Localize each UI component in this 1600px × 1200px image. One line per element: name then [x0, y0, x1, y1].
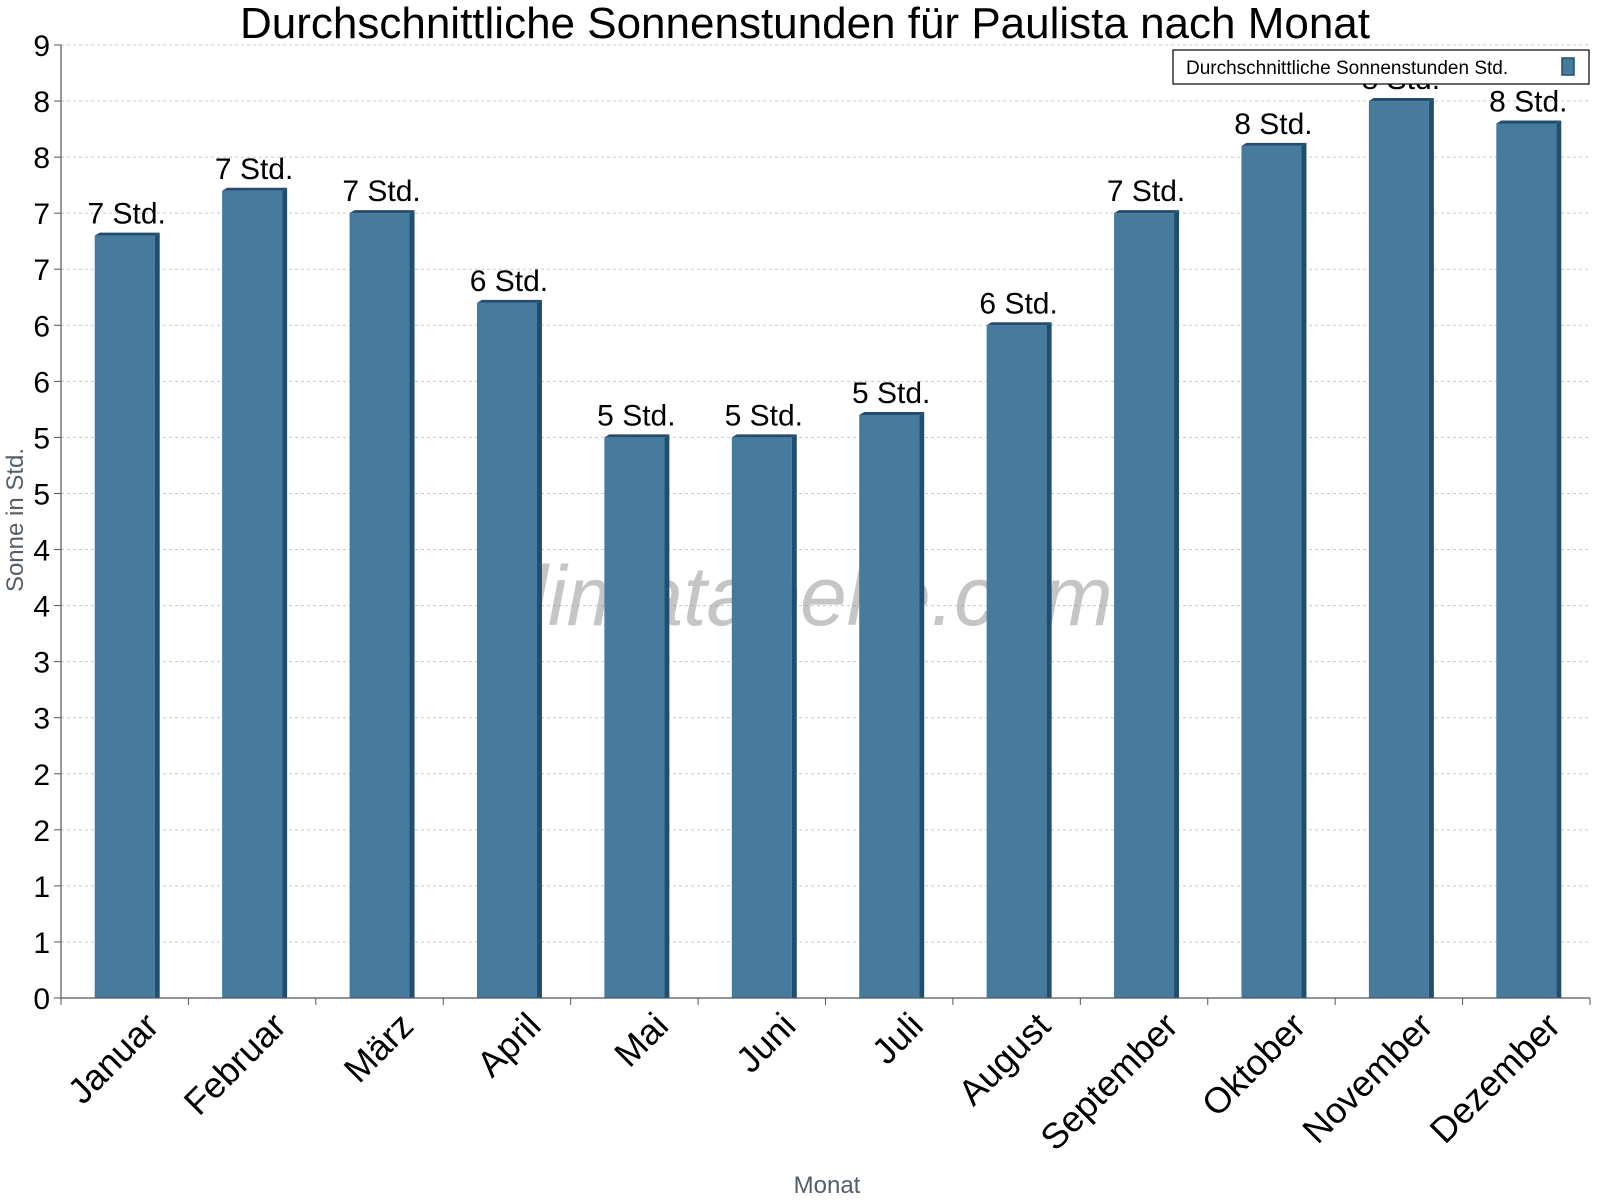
grid-lines [61, 44, 1590, 943]
bar [986, 325, 1047, 998]
bar [859, 414, 920, 998]
bars [94, 98, 1562, 999]
x-tick-label: März [336, 1005, 422, 1091]
x-tick-label: Februar [176, 1005, 294, 1123]
x-tick-label: Oktober [1194, 1005, 1314, 1125]
bar-top [986, 322, 1052, 326]
x-tick-label: Juni [728, 1005, 804, 1081]
legend-box [1172, 49, 1590, 85]
bar-side [1428, 98, 1434, 998]
y-tick-label: 3 [33, 647, 50, 680]
y-axis-label: Sonne in Std. [2, 448, 29, 592]
legend-label: Durchschnittliche Sonnenstunden Std. [1186, 58, 1508, 79]
bar-top [94, 232, 160, 236]
y-tick-label: 6 [33, 366, 50, 399]
bar [604, 437, 665, 999]
bar [1114, 213, 1175, 999]
data-label: 6 Std. [979, 287, 1057, 320]
bar-top [1368, 98, 1434, 102]
data-label: 7 Std. [342, 175, 420, 208]
y-tick-label: 4 [33, 591, 50, 624]
x-tick-label: Juli [864, 1005, 931, 1072]
x-tick-label: Dezember [1422, 1005, 1568, 1151]
y-tick-label: 4 [33, 535, 50, 568]
bar-top [1496, 120, 1562, 124]
data-labels: 7 Std. 7 Std. 7 Std. 6 Std. 5 Std. 5 Std. 5 St… [88, 63, 1568, 432]
x-tick-label: Mai [606, 1005, 676, 1075]
bar [476, 302, 537, 998]
x-tick-label: September [1032, 1005, 1186, 1159]
bar-top [859, 411, 925, 415]
bar-top [1114, 210, 1180, 214]
legend-swatch [1561, 57, 1575, 76]
bar [349, 213, 410, 999]
y-tick-label: 5 [33, 478, 50, 511]
x-tick-label: Januar [60, 1005, 167, 1112]
bar [222, 190, 283, 999]
y-tick-label: 8 [33, 142, 50, 175]
y-tick-label: 2 [33, 815, 50, 848]
y-tick-label: 8 [33, 86, 50, 119]
bar-side [1174, 210, 1180, 999]
bar-top [1241, 142, 1307, 146]
data-label: 8 Std. [1234, 108, 1312, 141]
bar-side [919, 411, 925, 998]
bar [1496, 123, 1557, 998]
y-tick-label: 7 [33, 198, 50, 231]
bar-top [731, 434, 797, 438]
data-label: 5 Std. [597, 399, 675, 432]
bar-top [349, 210, 415, 214]
data-label: 7 Std. [215, 153, 293, 186]
data-label: 5 Std. [852, 377, 930, 410]
data-label: 8 Std. [1489, 85, 1567, 118]
y-tick-label: 3 [33, 703, 50, 736]
bar [94, 235, 155, 999]
bar [731, 437, 792, 999]
data-label: 5 Std. [725, 399, 803, 432]
bar-side [1556, 120, 1562, 998]
data-label: 7 Std. [88, 198, 166, 231]
bar-top [476, 299, 542, 303]
y-tick-label: 0 [33, 983, 50, 1016]
y-tick-label: 5 [33, 422, 50, 455]
x-axis-label: Monat [794, 1172, 861, 1199]
x-tick-label: August [950, 1005, 1058, 1113]
y-tick-label: 9 [33, 30, 50, 63]
bar-side [536, 299, 542, 998]
y-tick-label: 7 [33, 254, 50, 287]
bar-top [604, 434, 670, 438]
bar-top [222, 187, 288, 191]
legend: Durchschnittliche Sonnenstunden Std. [1172, 49, 1590, 85]
bar-side [154, 232, 160, 999]
x-tick-label: April [469, 1005, 549, 1085]
y-tick-label: 1 [33, 871, 50, 904]
bar-side [791, 434, 797, 999]
bar-side [1301, 142, 1307, 998]
bar-side [664, 434, 670, 999]
y-tick-label: 1 [33, 927, 50, 960]
bar [1368, 101, 1429, 998]
bar [1241, 145, 1302, 998]
x-tick-label: November [1294, 1005, 1440, 1151]
data-label: 6 Std. [470, 265, 548, 298]
bar-side [1046, 322, 1052, 998]
bar-side [282, 187, 288, 999]
y-tick-label: 2 [33, 759, 50, 792]
bar-side [409, 210, 415, 999]
chart-title: Durchschnittliche Sonnenstunden für Paul… [240, 0, 1370, 48]
data-label: 7 Std. [1107, 175, 1185, 208]
y-tick-label: 6 [33, 310, 50, 343]
